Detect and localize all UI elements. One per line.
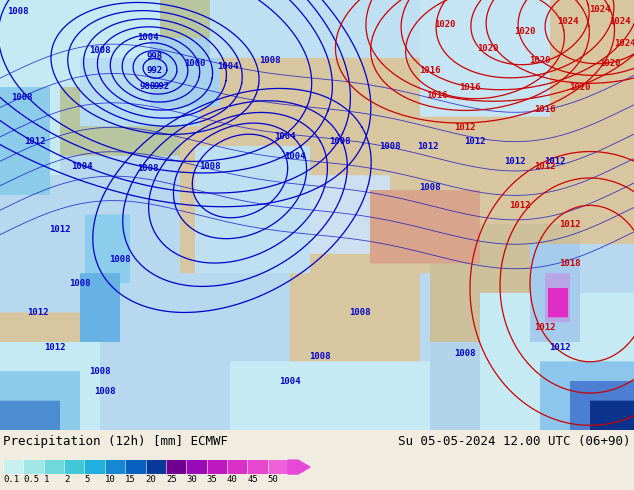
Bar xyxy=(44,460,64,474)
Text: 1000: 1000 xyxy=(184,59,206,68)
Text: 1016: 1016 xyxy=(419,66,441,75)
Text: 1020: 1020 xyxy=(434,20,456,29)
Text: 1012: 1012 xyxy=(44,343,66,352)
Text: 1012: 1012 xyxy=(464,137,486,147)
Text: 1012: 1012 xyxy=(24,137,46,147)
Text: 10: 10 xyxy=(105,475,115,484)
Text: 1: 1 xyxy=(44,475,49,484)
Text: 1016: 1016 xyxy=(459,83,481,93)
Bar xyxy=(64,460,84,474)
Text: 1012: 1012 xyxy=(534,323,556,332)
Text: 20: 20 xyxy=(145,475,156,484)
Text: 1008: 1008 xyxy=(94,387,116,395)
Text: 1004: 1004 xyxy=(279,377,301,386)
Text: 25: 25 xyxy=(166,475,177,484)
Text: 1020: 1020 xyxy=(529,56,551,65)
Bar xyxy=(3,460,23,474)
Text: Precipitation (12h) [mm] ECMWF: Precipitation (12h) [mm] ECMWF xyxy=(3,435,228,448)
Text: 1012: 1012 xyxy=(534,162,556,171)
Text: 1012: 1012 xyxy=(549,343,571,352)
Bar xyxy=(268,460,288,474)
Text: 1008: 1008 xyxy=(419,183,441,192)
Text: 1008: 1008 xyxy=(329,137,351,147)
Text: Su 05-05-2024 12.00 UTC (06+90): Su 05-05-2024 12.00 UTC (06+90) xyxy=(399,435,631,448)
Text: 15: 15 xyxy=(125,475,136,484)
Bar xyxy=(227,460,247,474)
Text: 0.5: 0.5 xyxy=(23,475,39,484)
Text: 1012: 1012 xyxy=(509,201,531,210)
Text: 1008: 1008 xyxy=(199,162,221,171)
Text: 1008: 1008 xyxy=(11,93,33,102)
Text: 1008: 1008 xyxy=(69,279,91,288)
Text: 35: 35 xyxy=(207,475,217,484)
Text: 988: 988 xyxy=(140,81,156,91)
Text: 1008: 1008 xyxy=(109,255,131,264)
Text: 1024: 1024 xyxy=(557,17,579,26)
Text: 1008: 1008 xyxy=(7,7,29,16)
FancyArrow shape xyxy=(288,460,310,474)
Bar xyxy=(207,460,227,474)
Text: 1008: 1008 xyxy=(89,367,111,376)
Text: 45: 45 xyxy=(247,475,258,484)
Text: 1016: 1016 xyxy=(426,91,448,100)
Text: 2: 2 xyxy=(64,475,70,484)
Text: 30: 30 xyxy=(186,475,197,484)
Bar xyxy=(105,460,125,474)
Bar xyxy=(84,460,105,474)
Text: 1008: 1008 xyxy=(137,164,158,172)
Bar xyxy=(145,460,166,474)
Bar xyxy=(247,460,268,474)
Bar xyxy=(23,460,44,474)
Text: 1018: 1018 xyxy=(559,260,581,269)
Text: 1020: 1020 xyxy=(569,83,591,93)
Text: 1020: 1020 xyxy=(477,45,499,53)
Text: 1004: 1004 xyxy=(284,152,306,161)
Text: 1012: 1012 xyxy=(504,157,526,166)
Text: 1004: 1004 xyxy=(71,162,93,171)
Text: 1008: 1008 xyxy=(454,349,476,359)
Text: 1012: 1012 xyxy=(544,157,566,166)
Text: 1020: 1020 xyxy=(514,27,536,36)
Text: 1004: 1004 xyxy=(217,62,239,71)
Text: 1008: 1008 xyxy=(259,56,281,65)
Bar xyxy=(125,460,145,474)
Text: 1020: 1020 xyxy=(599,59,621,68)
Text: 1008: 1008 xyxy=(349,308,371,318)
Text: 998: 998 xyxy=(147,52,163,61)
Text: 1012: 1012 xyxy=(454,122,476,132)
Text: 1024: 1024 xyxy=(614,40,634,49)
Text: 1008: 1008 xyxy=(379,142,401,151)
Text: 40: 40 xyxy=(227,475,238,484)
Text: 1008: 1008 xyxy=(89,47,111,55)
Text: 50: 50 xyxy=(268,475,278,484)
Text: 5: 5 xyxy=(84,475,90,484)
Text: 1024: 1024 xyxy=(589,5,611,14)
Text: 1008: 1008 xyxy=(309,352,331,362)
Text: 0.1: 0.1 xyxy=(3,475,19,484)
Text: 992: 992 xyxy=(154,81,170,91)
Text: 1012: 1012 xyxy=(49,225,71,234)
Bar xyxy=(186,460,207,474)
Text: 1024: 1024 xyxy=(609,17,631,26)
Text: 1004: 1004 xyxy=(275,132,295,142)
Bar xyxy=(166,460,186,474)
Text: 1004: 1004 xyxy=(137,33,158,42)
Text: 1012: 1012 xyxy=(27,308,49,318)
Text: 1012: 1012 xyxy=(559,220,581,229)
Text: 1012: 1012 xyxy=(417,142,439,151)
Text: 1016: 1016 xyxy=(534,105,556,114)
Text: 992: 992 xyxy=(147,66,163,75)
